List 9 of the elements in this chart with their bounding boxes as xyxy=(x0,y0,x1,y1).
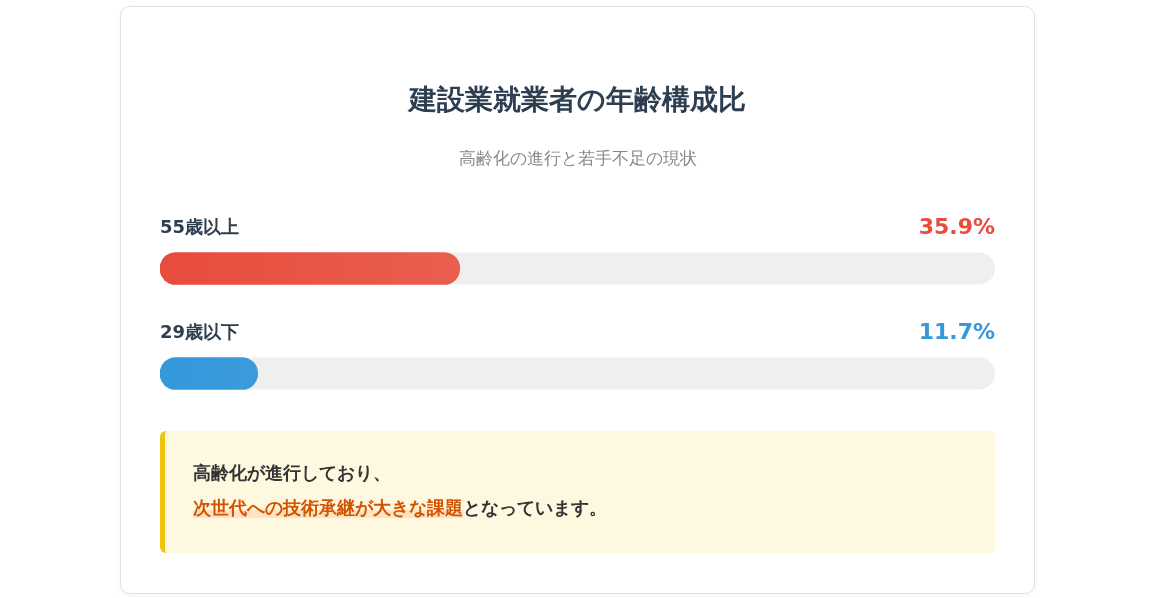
data-label: 35.9% xyxy=(918,214,995,240)
y-tick-label: 55歳以上 xyxy=(160,216,240,238)
text: 高齢化が進行しており、 xyxy=(193,461,391,485)
data-label: 11.7% xyxy=(918,319,995,345)
y-tick-label: 29歳以下 xyxy=(160,321,240,343)
chart-title: 建設業就業者の年齢構成比 xyxy=(406,82,747,118)
text: となっています。 xyxy=(463,497,607,518)
text: 次世代への技術承継が大きな課題 xyxy=(193,497,463,518)
chart-subtitle: 高齢化の進行と若手不足の現状 xyxy=(457,147,698,170)
